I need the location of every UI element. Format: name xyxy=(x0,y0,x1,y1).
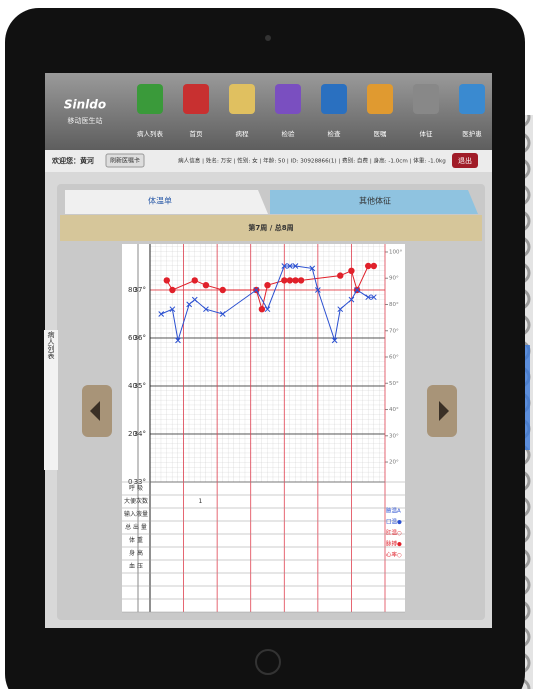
welcome: 欢迎您：黄河 xyxy=(51,156,94,165)
row-label: 呼 吸 xyxy=(129,485,143,492)
point xyxy=(337,272,343,278)
point xyxy=(298,277,304,283)
point xyxy=(371,263,377,269)
row-label: 体 重 xyxy=(129,536,143,544)
legend-item: 脉搏● xyxy=(386,540,402,548)
row-label: 总 出 量 xyxy=(125,523,147,531)
y2-tick-label: 80 xyxy=(128,286,137,294)
point xyxy=(348,268,354,274)
nav-icon[interactable] xyxy=(229,84,255,114)
y2-tick-label: 20 xyxy=(128,430,137,438)
nav-icon[interactable] xyxy=(137,84,163,114)
legend-item: 肛温○ xyxy=(386,529,402,537)
point xyxy=(192,277,198,283)
row-label: 血 压 xyxy=(129,562,143,570)
y2-tick-label: 60 xyxy=(128,334,137,342)
y3-tick-label: 90° xyxy=(389,276,399,282)
nav-icon[interactable] xyxy=(413,84,439,114)
tab-label: 体温单 xyxy=(148,196,172,206)
nav-label: 体征 xyxy=(420,129,434,138)
nav-icon[interactable] xyxy=(183,84,209,114)
logo-subtitle: 移动医生站 xyxy=(68,116,103,125)
patient-info: 病人信息 | 姓名: 万安 | 性别: 女 | 年龄: 50 | ID: 309… xyxy=(178,157,446,165)
nav-label: 病人列表 xyxy=(137,129,164,138)
row-label: 身 高 xyxy=(129,549,143,557)
side-tab-label: 病人列表 xyxy=(47,330,55,360)
nav-label: 病程 xyxy=(236,129,250,138)
y3-tick-label: 50° xyxy=(389,381,399,387)
row-label: 大便次数 xyxy=(124,497,148,505)
nav-icon[interactable] xyxy=(275,84,301,114)
logout-label: 退出 xyxy=(458,156,472,165)
logo: Sinldo xyxy=(64,98,106,112)
nav-label: 检查 xyxy=(328,129,342,138)
y3-tick-label: 70° xyxy=(389,328,399,334)
legend-item: 心率○ xyxy=(386,551,402,559)
y3-tick-label: 100° xyxy=(389,249,402,255)
week-label: 第7周 / 总8周 xyxy=(248,223,293,232)
minor-grid xyxy=(150,242,385,482)
nav-label: 首页 xyxy=(190,129,204,138)
nav-label: 医嘱 xyxy=(374,130,388,138)
y2-tick-label: 40 xyxy=(128,382,137,390)
y3-tick-label: 40° xyxy=(389,407,399,413)
nav-label: 检验 xyxy=(282,129,296,138)
y3-tick-label: 30° xyxy=(389,433,399,439)
point xyxy=(164,277,170,283)
tab-label: 其他体征 xyxy=(359,196,391,206)
point xyxy=(220,287,226,293)
nav-icon[interactable] xyxy=(367,84,393,114)
refresh-label: 刷新医嘱卡 xyxy=(110,157,140,165)
point xyxy=(292,277,298,283)
y3-tick-label: 20° xyxy=(389,460,399,466)
screenshot: Sinldo 移动医生站 欢迎您：黄河 刷新医嘱卡 病人信息 | 姓名: 万安 … xyxy=(0,0,533,689)
point xyxy=(169,287,175,293)
point xyxy=(264,282,270,288)
nav-icon[interactable] xyxy=(321,84,347,114)
point xyxy=(203,282,209,288)
point xyxy=(259,306,265,312)
row-label: 输入液量 xyxy=(124,510,148,518)
nav-label: 医护患 xyxy=(462,129,482,138)
camera xyxy=(265,35,271,41)
cell: 1 xyxy=(198,498,202,505)
point xyxy=(365,263,371,269)
legend-item: 口温● xyxy=(386,518,402,526)
legend-item: 腋温A xyxy=(386,507,401,515)
point xyxy=(281,277,287,283)
y3-tick-label: 60° xyxy=(389,355,399,361)
page: Sinldo 移动医生站 欢迎您：黄河 刷新医嘱卡 病人信息 | 姓名: 万安 … xyxy=(0,0,533,689)
point xyxy=(287,277,293,283)
y3-tick-label: 80° xyxy=(389,302,399,308)
nav-icon[interactable] xyxy=(459,84,485,114)
